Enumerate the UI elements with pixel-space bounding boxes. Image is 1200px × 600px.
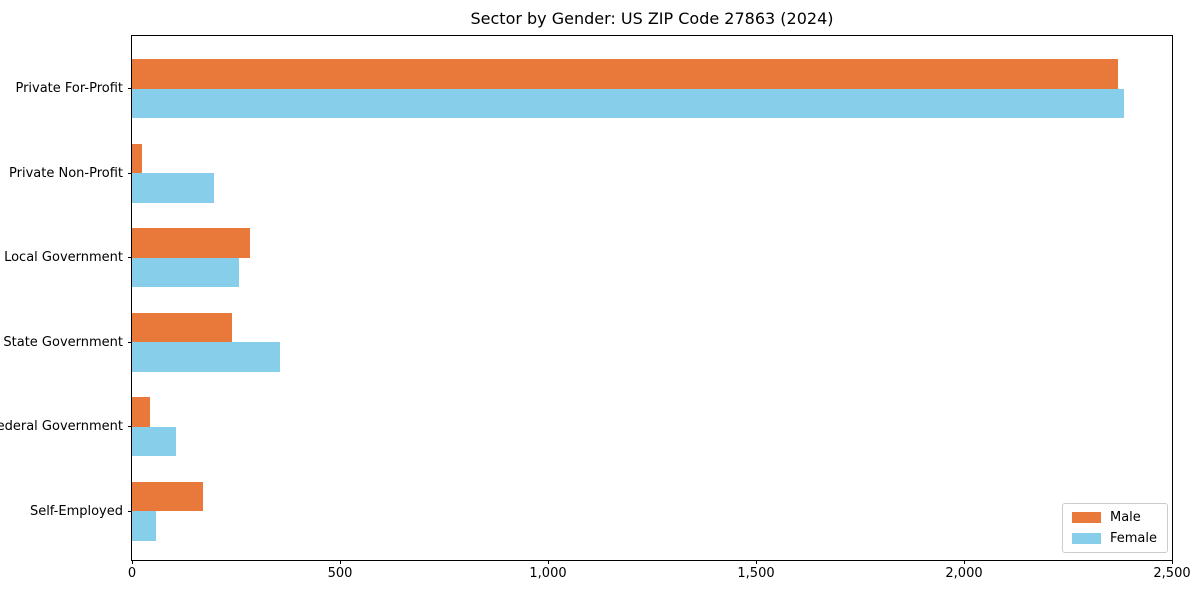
bar-female-local-government [132,257,239,287]
bar-female-private-non-profit [132,173,214,203]
legend-swatch-female [1071,533,1101,544]
category-label: Private For-Profit [15,81,123,96]
legend: Male Female [1061,503,1168,553]
x-tick-mark [755,560,757,564]
legend-label: Female [1109,531,1157,546]
x-tick-mark [963,560,965,564]
y-tick-mark [128,88,132,89]
chart-title: Sector by Gender: US ZIP Code 27863 (202… [470,9,834,28]
category-label: Federal Government [0,419,123,434]
category-label: Local Government [4,250,123,265]
bar-male-local-government [132,228,250,258]
y-tick-mark [128,257,132,258]
x-tick-mark [1171,560,1173,564]
category-label: Private Non-Profit [9,165,123,181]
bar-male-self-employed [132,481,203,511]
y-tick-mark [128,172,132,174]
legend-item-female: Female [1071,531,1157,546]
x-tick-label: 2,500 [1153,566,1191,581]
bar-female-state-government [132,342,280,372]
bar-male-private-for-profit [132,59,1118,89]
x-tick-mark [339,560,341,564]
legend-item-male: Male [1071,510,1157,525]
legend-swatch-male [1071,512,1101,523]
legend-label: Male [1109,510,1141,525]
y-tick-mark [128,510,132,512]
x-tick-label: 500 [327,566,353,581]
bar-female-self-employed [132,511,157,541]
category-label: Self-Employed [29,503,123,519]
bar-male-federal-government [132,397,150,427]
bar-female-private-for-profit [132,88,1125,118]
x-tick-label: 1,500 [737,566,775,581]
x-tick-mark [547,560,549,564]
bar-male-state-government [132,312,232,342]
x-tick-mark [131,560,133,564]
bar-male-private-non-profit [132,143,142,173]
bar-female-federal-government [132,426,177,456]
x-tick-label: 2,000 [945,566,983,581]
category-label: State Government [3,334,123,350]
y-tick-mark [128,341,132,343]
x-tick-label: 0 [127,566,137,581]
y-tick-mark [128,426,132,427]
plot-area: Male Female Private For-Profit Private Non… [0,35,1191,581]
x-tick-label: 1,000 [529,566,567,581]
